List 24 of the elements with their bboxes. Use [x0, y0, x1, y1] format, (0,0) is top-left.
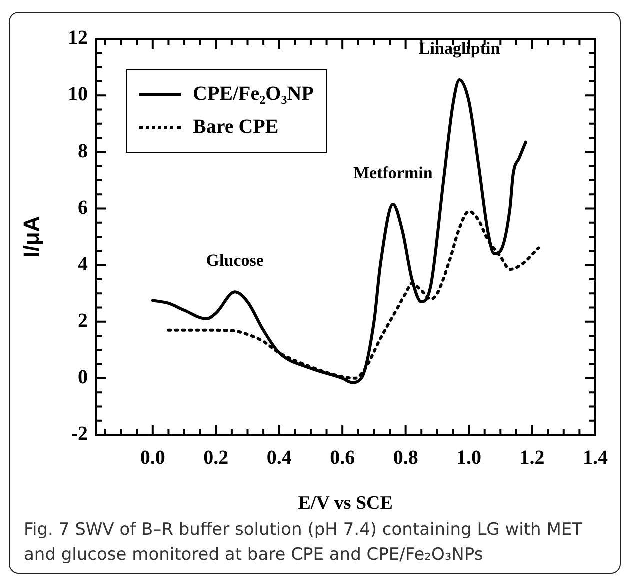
x-tick-label: 1.2 — [520, 447, 545, 470]
y-tick-label: 8 — [78, 140, 88, 162]
x-axis-title: E/V vs SCE — [298, 493, 393, 515]
x-tick-label: 0.2 — [204, 447, 229, 470]
y-tick-label: 0 — [78, 366, 88, 389]
x-tick-label: 0.8 — [393, 447, 418, 470]
x-tick-label: 1.0 — [456, 447, 482, 470]
y-tick-label: 12 — [68, 27, 88, 50]
annotation: Metformin — [354, 163, 434, 182]
y-tick-label: 6 — [78, 196, 88, 219]
y-tick-label: 2 — [78, 310, 88, 332]
y-tick-label: 10 — [68, 84, 88, 106]
x-tick-label: 1.4 — [583, 447, 608, 470]
x-tick-label: 0.0 — [140, 447, 166, 470]
x-tick-label: 0.6 — [330, 447, 356, 470]
y-axis-title: I/μA — [18, 216, 45, 258]
y-tick-label: -2 — [71, 423, 88, 446]
legend-label: CPE/Fe₂O₃NP — [193, 83, 314, 106]
caption: Fig. 7 SWV of B–R buffer solution (pH 7.4) containing LG with MET and glucose monitored at bare CPE and CPE/Fe₂O₃NPs — [24, 519, 584, 567]
y-tick-label: 4 — [78, 253, 88, 276]
annotation: Glucose — [206, 251, 264, 270]
legend-label: Bare CPE — [193, 116, 279, 139]
annotation: Linagliptin — [418, 38, 501, 58]
x-tick-label: 0.4 — [266, 447, 292, 470]
